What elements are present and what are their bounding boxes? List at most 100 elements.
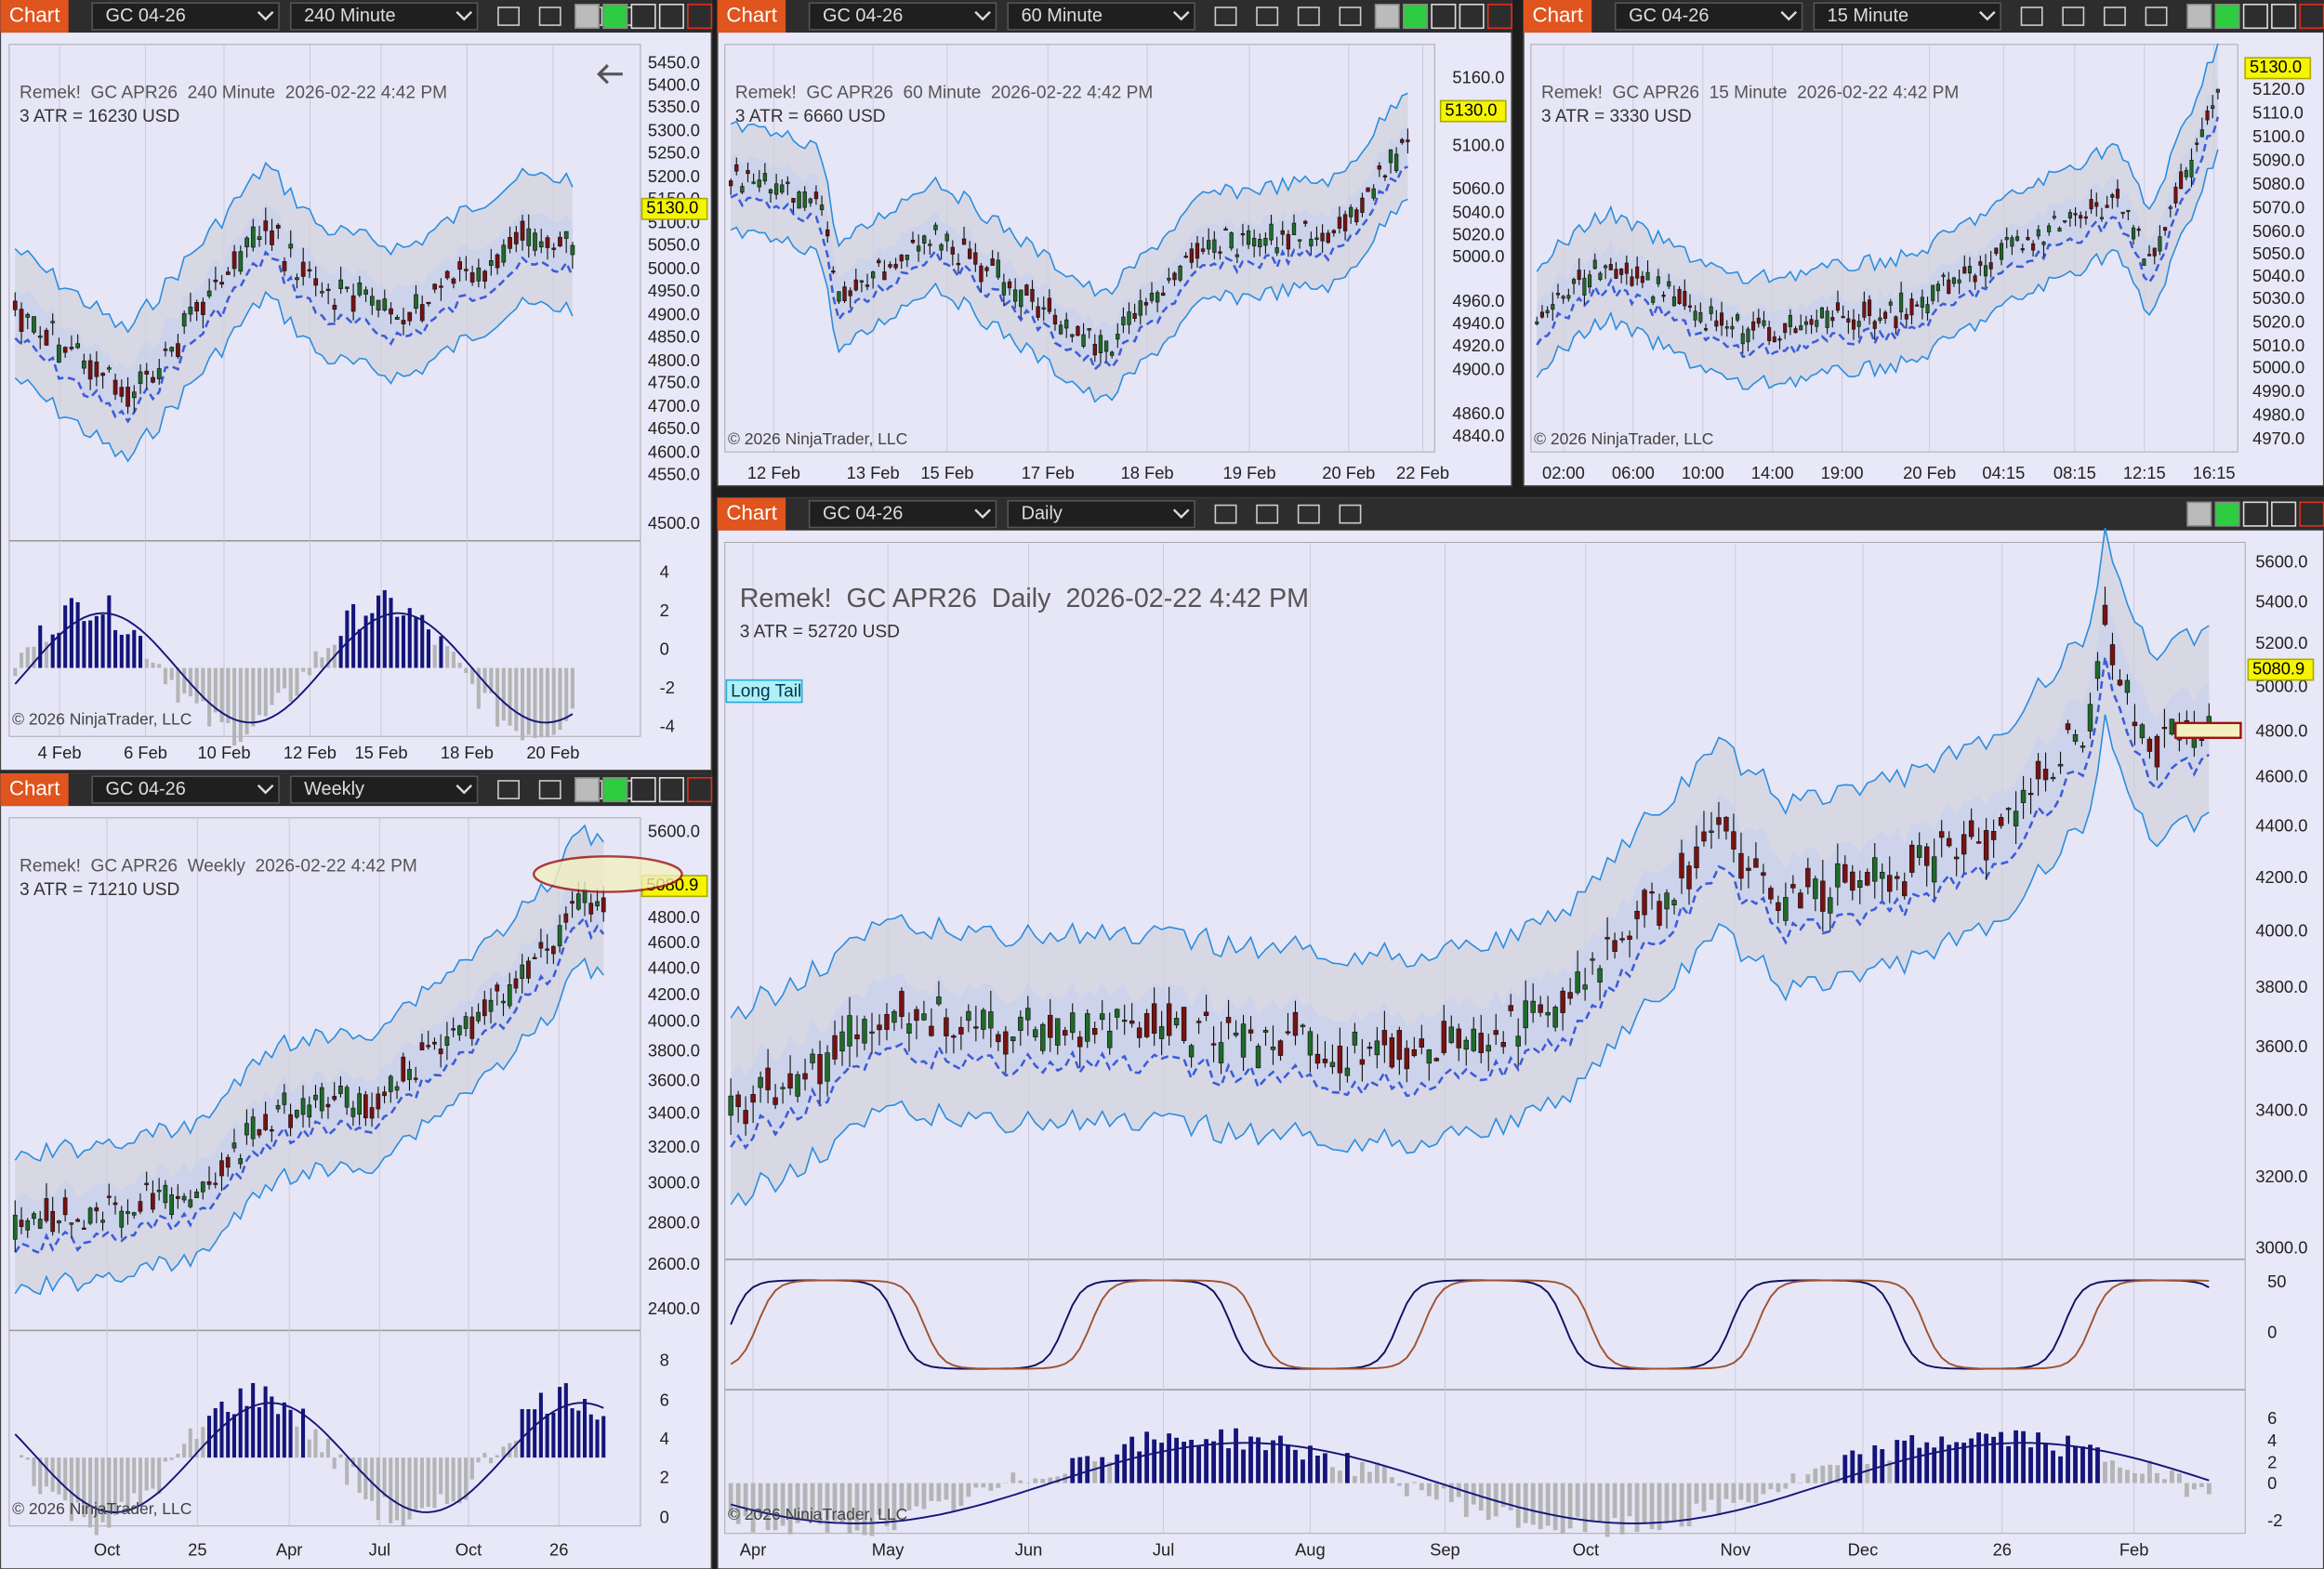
- chart-tab[interactable]: [717, 497, 786, 531]
- dropdown[interactable]: [91, 775, 280, 804]
- toolbar-icon[interactable]: [497, 7, 521, 26]
- candle-body: [958, 1026, 964, 1035]
- histogram-bar: [320, 1452, 324, 1458]
- window-button[interactable]: [2271, 3, 2297, 30]
- histogram-bar: [1463, 1483, 1469, 1518]
- window-button[interactable]: [574, 777, 601, 803]
- toolbar-icon[interactable]: [1339, 504, 1362, 524]
- toolbar-icon[interactable]: [1214, 504, 1237, 524]
- toolbar-icon[interactable]: [2020, 7, 2043, 26]
- histogram-bar: [1033, 1478, 1038, 1483]
- chart-tab[interactable]: [0, 773, 69, 807]
- candle-body: [250, 226, 256, 248]
- indicator-tick-label: 0: [660, 1508, 669, 1527]
- window-button[interactable]: [1486, 3, 1512, 30]
- window-button[interactable]: [630, 777, 656, 803]
- histogram-bar: [1196, 1444, 1201, 1483]
- candle-body: [1635, 266, 1640, 279]
- y-tick-label: 4950.0: [648, 281, 700, 300]
- window-button[interactable]: [658, 3, 684, 30]
- toolbar-icon[interactable]: [2062, 7, 2085, 26]
- histogram-bar: [488, 1457, 494, 1464]
- window-button[interactable]: [2299, 501, 2324, 527]
- window-button[interactable]: [602, 777, 628, 803]
- dropdown[interactable]: [1614, 2, 1803, 31]
- dropdown[interactable]: [1007, 2, 1195, 31]
- toolbar-icon[interactable]: [1256, 7, 1279, 26]
- dropdown[interactable]: [289, 775, 479, 804]
- indicator-tick-label: 4: [660, 1429, 669, 1448]
- toolbar-icon[interactable]: [1297, 7, 1320, 26]
- candle-body: [1842, 864, 1848, 883]
- y-tick-label: 3200.0: [2255, 1167, 2307, 1186]
- chart-tab[interactable]: [717, 0, 786, 33]
- toolbar-icon[interactable]: [1256, 504, 1279, 524]
- candle-body: [1132, 312, 1137, 319]
- chart-tab[interactable]: [1523, 0, 1592, 33]
- window-button[interactable]: [2271, 501, 2297, 527]
- toolbar-icon[interactable]: [1339, 7, 1362, 26]
- candle-body: [1961, 834, 1967, 855]
- candle-body: [488, 999, 494, 1012]
- window-button[interactable]: [658, 777, 684, 803]
- histogram-bar: [743, 1483, 748, 1517]
- candle-body: [1040, 1023, 1046, 1051]
- candle-body: [1640, 275, 1644, 283]
- window-button[interactable]: [687, 777, 713, 803]
- window-button[interactable]: [1459, 3, 1485, 30]
- back-arrow[interactable]: [597, 64, 623, 85]
- window-button[interactable]: [1431, 3, 1457, 30]
- window-button[interactable]: [2242, 501, 2268, 527]
- dropdown[interactable]: [91, 2, 280, 31]
- window-button[interactable]: [687, 3, 713, 30]
- window-button[interactable]: [630, 3, 656, 30]
- dropdown[interactable]: [808, 2, 997, 31]
- window-button[interactable]: [2186, 3, 2212, 30]
- toolbar-icon[interactable]: [538, 780, 561, 799]
- window-button[interactable]: [2214, 3, 2240, 30]
- window-button[interactable]: [2242, 3, 2268, 30]
- histogram-bar: [1189, 1439, 1195, 1483]
- window-button[interactable]: [2186, 501, 2212, 527]
- indicator-tick-label: 8: [660, 1351, 669, 1370]
- chart-tab[interactable]: [0, 0, 69, 33]
- atr-label: 3 ATR = 52720 USD: [740, 623, 900, 642]
- y-tick-label: 3200.0: [648, 1137, 700, 1156]
- candle-body: [746, 170, 750, 175]
- window-button[interactable]: [1374, 3, 1400, 30]
- candle-body: [1167, 277, 1171, 281]
- window-button[interactable]: [2299, 3, 2324, 30]
- candle-body: [1360, 197, 1365, 213]
- candle-body: [1571, 279, 1577, 284]
- candle-body: [916, 245, 921, 252]
- window-button[interactable]: [2214, 501, 2240, 527]
- candle-body: [2050, 776, 2056, 780]
- histogram-bar: [169, 667, 174, 680]
- dropdown[interactable]: [808, 499, 997, 529]
- histogram-bar: [82, 1457, 86, 1518]
- candle-body: [1967, 266, 1973, 274]
- toolbar-icon[interactable]: [538, 7, 561, 26]
- toolbar-icon[interactable]: [2145, 7, 2168, 26]
- dropdown[interactable]: [1813, 2, 2001, 31]
- dropdown[interactable]: [289, 2, 479, 31]
- y-tick-label: 5100.0: [1452, 136, 1504, 155]
- histogram-bar: [69, 1457, 73, 1522]
- y-tick-label: 5600.0: [2255, 552, 2307, 572]
- dropdown-instrument: GC 04-26: [106, 6, 186, 26]
- candle-body: [75, 1219, 80, 1222]
- toolbar-icon[interactable]: [1214, 7, 1237, 26]
- window-button[interactable]: [574, 3, 601, 30]
- candle-body: [1815, 320, 1819, 327]
- toolbar-icon[interactable]: [1297, 504, 1320, 524]
- window-button[interactable]: [602, 3, 628, 30]
- toolbar-icon[interactable]: [497, 780, 521, 799]
- trail-stop: [14, 915, 605, 1255]
- candle-body: [282, 260, 287, 271]
- window-button[interactable]: [1403, 3, 1429, 30]
- histogram-bar: [1835, 1465, 1841, 1483]
- toolbar-icon[interactable]: [2103, 7, 2126, 26]
- candle-body: [956, 262, 961, 266]
- candle-body: [1181, 1007, 1187, 1041]
- dropdown[interactable]: [1007, 499, 1195, 529]
